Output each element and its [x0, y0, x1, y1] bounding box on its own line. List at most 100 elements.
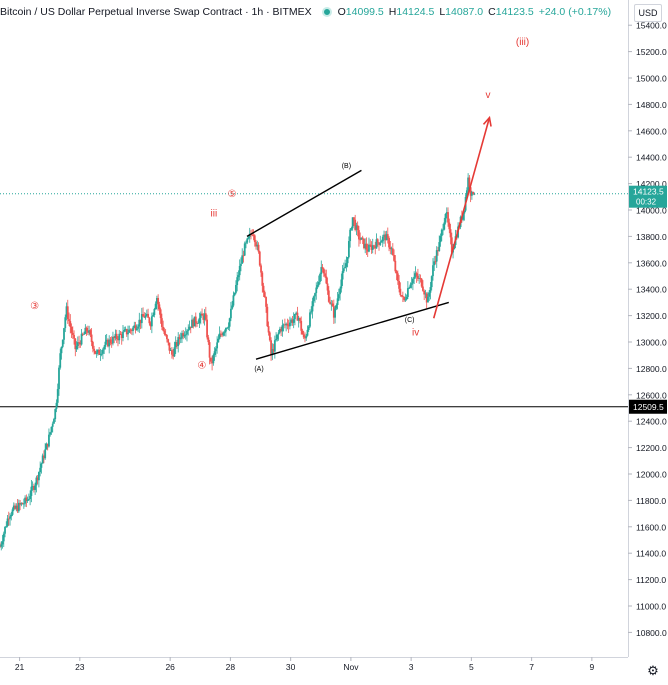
price-axis[interactable]: [628, 0, 668, 680]
candle-body: [152, 314, 155, 317]
candle-body: [31, 486, 34, 487]
currency-button[interactable]: USD: [634, 4, 662, 22]
wave-label[interactable]: ③: [30, 301, 39, 312]
candle-body: [25, 497, 28, 501]
candle-body: [99, 354, 102, 356]
candle-body: [386, 234, 389, 239]
upper-trendline[interactable]: [246, 169, 362, 238]
candle-body: [32, 486, 35, 490]
symbol-title[interactable]: Bitcoin / US Dollar Perpetual Inverse Sw…: [0, 6, 312, 18]
candle-body: [130, 330, 133, 332]
candle-body: [418, 277, 421, 279]
y-tick-label: 11000.0: [636, 602, 666, 612]
y-tick-label: 11800.0: [636, 496, 666, 506]
candle-body: [272, 349, 275, 352]
wave-label[interactable]: ④: [197, 360, 206, 371]
candle-body: [22, 503, 25, 505]
candle-body: [347, 241, 350, 258]
candle-body: [51, 423, 54, 427]
candle-body: [442, 229, 444, 231]
candle-body: [88, 330, 91, 333]
candle-body: [469, 187, 472, 196]
candle-body: [89, 330, 92, 335]
candle-body: [396, 273, 399, 281]
candle-body: [196, 323, 198, 324]
candle-body: [160, 318, 163, 327]
wave-label[interactable]: ⑤: [227, 189, 236, 200]
candle-body: [395, 271, 398, 274]
candle-body: [223, 331, 226, 333]
y-tick-label: 12200.0: [636, 443, 667, 453]
candle-body: [15, 505, 18, 509]
candle-body: [350, 228, 353, 230]
candle-body: [85, 327, 88, 332]
candle-body: [321, 267, 324, 269]
candle-body: [425, 293, 428, 303]
candle-body: [43, 455, 45, 459]
projection-arrow-line[interactable]: [432, 117, 491, 319]
candle-body: [354, 219, 357, 230]
candle-body: [140, 314, 143, 324]
x-tick-label: 9: [589, 662, 594, 672]
candle-body: [403, 296, 406, 300]
candle-body: [6, 518, 9, 527]
candle-body: [192, 319, 195, 327]
gear-icon[interactable]: ⚙: [647, 663, 659, 678]
candle-body: [34, 485, 37, 490]
candle-body: [46, 443, 49, 447]
x-tick-label: 21: [15, 662, 25, 672]
candle-body: [129, 329, 132, 331]
y-tick-label: 11400.0: [636, 549, 666, 559]
candle-body: [253, 235, 256, 243]
candle-body: [263, 292, 266, 298]
wave-label[interactable]: iii: [211, 209, 218, 220]
candle-body: [90, 334, 93, 343]
candle-body: [335, 304, 338, 309]
change-value: +24.0 (+0.17%): [538, 6, 612, 18]
wave-label[interactable]: (C): [405, 317, 415, 324]
candle-body: [433, 261, 436, 266]
candle-body: [286, 323, 289, 326]
candle-body: [181, 333, 183, 339]
candle-body: [117, 338, 119, 341]
candle-body: [324, 273, 326, 277]
wave-label[interactable]: (A): [254, 366, 263, 373]
candle-body: [309, 312, 311, 327]
candle-body: [58, 367, 60, 390]
x-tick-label: 28: [226, 662, 236, 672]
wave-label[interactable]: (B): [342, 163, 351, 170]
candle-body: [281, 325, 284, 332]
candle-body: [214, 348, 217, 352]
wave-label[interactable]: (iii): [516, 37, 529, 48]
candle-body: [420, 278, 423, 287]
lower-trendline[interactable]: [255, 301, 449, 360]
candle-body: [164, 333, 167, 336]
candle-body: [336, 298, 339, 305]
wave-label[interactable]: v: [485, 90, 490, 101]
candle-body: [381, 236, 384, 242]
y-tick-label: 12600.0: [636, 390, 667, 400]
candle-body: [364, 243, 367, 249]
x-tick-label: 5: [469, 662, 474, 672]
candle-body: [237, 275, 240, 278]
candle-body: [168, 342, 171, 351]
y-tick-label: 13800.0: [636, 232, 667, 242]
wave-label[interactable]: iv: [412, 327, 419, 338]
candle-body: [342, 268, 345, 272]
candle-body: [206, 319, 208, 338]
candle-body: [45, 443, 48, 450]
candle-body: [373, 245, 375, 247]
candle-body: [304, 337, 306, 339]
low-value: 14087.0: [445, 6, 484, 18]
candle-body: [374, 246, 377, 249]
candle-body: [314, 293, 316, 297]
candle-body: [107, 339, 109, 347]
candle-body: [326, 283, 329, 291]
candle-body: [50, 426, 53, 433]
candle-body: [207, 337, 210, 343]
candle-body: [80, 333, 83, 345]
y-tick-label: 14600.0: [636, 126, 667, 136]
candle-body: [7, 518, 10, 520]
